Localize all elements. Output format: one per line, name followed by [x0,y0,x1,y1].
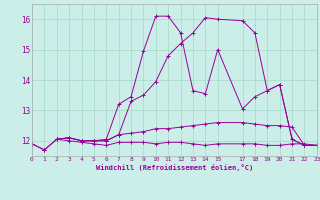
X-axis label: Windchill (Refroidissement éolien,°C): Windchill (Refroidissement éolien,°C) [96,164,253,171]
